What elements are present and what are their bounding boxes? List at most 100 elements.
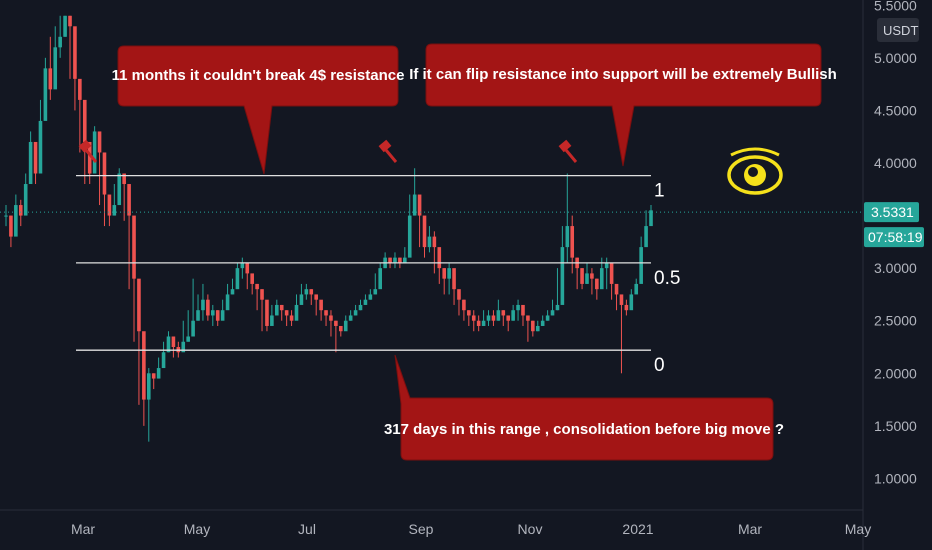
candle-body xyxy=(531,320,535,332)
candle-body xyxy=(353,310,358,316)
callout-bullish[interactable]: If it can flip resistance into support w… xyxy=(409,43,837,167)
candle-body xyxy=(481,320,486,326)
candle-body xyxy=(122,173,126,185)
candle-body xyxy=(555,304,560,311)
fib-retracement[interactable]: 10.50 xyxy=(76,174,680,377)
candle-body xyxy=(250,273,254,284)
gavel-icon xyxy=(378,139,398,163)
candle-body xyxy=(462,299,466,311)
candle-body xyxy=(560,247,565,305)
price-tick-label: 2.0000 xyxy=(874,365,917,381)
time-tick-label: Mar xyxy=(71,521,95,537)
candle-body xyxy=(255,283,259,290)
candle-body xyxy=(511,310,515,321)
candle-body xyxy=(146,373,151,400)
candle-body xyxy=(452,268,456,290)
candle-body xyxy=(191,320,195,337)
candle-body xyxy=(471,315,476,321)
candle-body xyxy=(294,304,299,321)
currency-label: USDT xyxy=(883,23,918,38)
candle-body xyxy=(550,310,555,316)
candle-body xyxy=(388,257,392,263)
candle-body xyxy=(417,194,422,216)
candle-body xyxy=(437,247,442,269)
candle-body xyxy=(432,236,437,248)
candle-body xyxy=(87,141,92,174)
candle-body xyxy=(127,184,131,216)
callout-consolidation[interactable]: 317 days in this range , consolidation b… xyxy=(384,354,784,461)
candle-body xyxy=(63,15,67,37)
candle-body xyxy=(230,289,235,295)
fib-level-label: 0 xyxy=(654,355,665,376)
countdown-label: 07:58:19 xyxy=(868,229,923,245)
candle-body xyxy=(614,283,619,295)
candle-body xyxy=(220,310,225,321)
candle-body xyxy=(619,294,624,305)
candle-body xyxy=(284,310,289,316)
candle-body xyxy=(102,152,107,195)
price-tick-label: 5.5000 xyxy=(874,0,917,13)
candle-body xyxy=(378,268,382,290)
candle-body xyxy=(422,215,427,248)
candle-body xyxy=(649,210,653,227)
candle-body xyxy=(496,310,501,321)
candle-body xyxy=(166,336,171,353)
candle-body xyxy=(78,78,82,100)
candle-body xyxy=(4,215,8,217)
candle-body xyxy=(142,331,146,400)
price-tick-label: 3.0000 xyxy=(874,260,917,276)
price-axis[interactable]: 1.0000 1.5000 2.0000 2.5000 3.0000 4.0000 4.50… xyxy=(874,0,917,486)
candle-body xyxy=(270,315,274,326)
candle-body xyxy=(68,15,72,27)
candle-body xyxy=(373,289,378,295)
candle-body xyxy=(245,262,250,274)
candle-body xyxy=(151,373,156,379)
candle-body xyxy=(181,341,186,353)
candle-body xyxy=(393,257,397,263)
candlestick-series xyxy=(4,15,653,442)
time-axis[interactable]: Mar May Jul Sep Nov 2021 Mar May xyxy=(71,521,871,537)
candle-body xyxy=(476,320,481,326)
candle-body xyxy=(604,262,609,269)
time-tick-label: Nov xyxy=(518,521,543,537)
candle-body xyxy=(491,315,496,321)
candle-body xyxy=(412,194,417,216)
candle-body xyxy=(358,304,363,311)
candle-body xyxy=(585,273,589,284)
time-tick-label: May xyxy=(845,521,871,537)
candle-body xyxy=(599,268,604,290)
candle-body xyxy=(540,320,545,326)
candle-body xyxy=(398,257,402,263)
candle-body xyxy=(73,26,77,79)
candle-body xyxy=(545,315,550,321)
candle-body xyxy=(48,68,53,90)
callout-consolidation-text: 317 days in this range , consolidation b… xyxy=(384,421,784,438)
candle-body xyxy=(334,320,338,326)
time-tick-label: May xyxy=(184,521,210,537)
time-tick-label: Sep xyxy=(409,521,434,537)
callout-resistance[interactable]: 11 months it couldn't break 4$ resistanc… xyxy=(112,45,405,175)
candle-body xyxy=(535,325,540,332)
candle-body xyxy=(486,315,491,321)
currency-badge[interactable]: USDT xyxy=(877,18,919,42)
fib-level-label: 0.5 xyxy=(654,268,680,289)
candle-body xyxy=(570,226,575,258)
candle-body xyxy=(427,236,432,248)
candle-body xyxy=(210,310,215,316)
candle-body xyxy=(171,336,176,348)
candle-body xyxy=(107,194,112,216)
candle-body xyxy=(196,310,200,321)
candle-body xyxy=(23,184,28,216)
candle-body xyxy=(289,315,294,321)
candle-body xyxy=(18,205,23,216)
candle-body xyxy=(644,226,648,248)
candle-body xyxy=(186,336,190,342)
candle-body xyxy=(28,141,33,185)
candle-body xyxy=(447,268,451,279)
price-tick-label: 2.5000 xyxy=(874,313,917,329)
candle-body xyxy=(467,310,471,316)
candle-body xyxy=(516,304,520,311)
candle-body xyxy=(82,99,87,142)
candle-body xyxy=(639,247,643,284)
